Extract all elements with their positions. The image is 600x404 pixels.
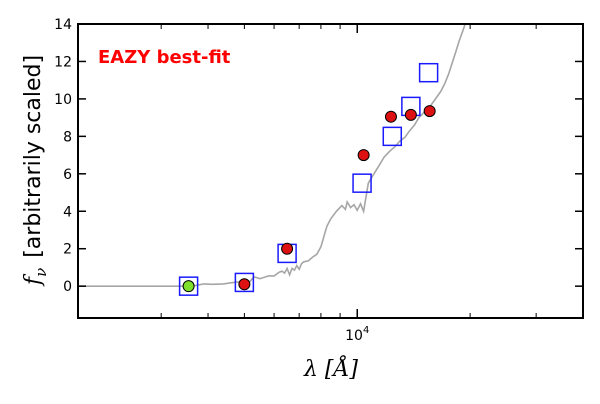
plot-area: [78, 24, 583, 318]
x-tick-label: 104: [345, 325, 369, 344]
axis-ticks: [78, 23, 583, 318]
x-tick-label-base: 10: [345, 328, 363, 344]
model-flux-square: [418, 62, 439, 83]
plot-frame: [77, 23, 584, 319]
observed-flux-point-green: [182, 280, 195, 293]
y-tick-label: 4: [63, 204, 72, 220]
x-tick-label-exponent: 4: [363, 325, 369, 336]
y-axis-label: fν[arbitrarily scaled]: [21, 55, 50, 287]
y-axis-label-subscript: ν: [32, 268, 50, 277]
observed-flux-point: [384, 110, 397, 123]
chart-annotation: EAZY best-fit: [98, 47, 231, 68]
marker-group: [178, 62, 439, 296]
model-flux-square: [178, 276, 199, 296]
y-tick-label: 14: [54, 17, 72, 33]
x-axis-label: λ [Å]: [303, 354, 358, 382]
y-tick-label: 10: [54, 92, 72, 108]
y-tick-label: 8: [63, 129, 72, 145]
observed-flux-point: [404, 108, 417, 121]
observed-flux-point: [357, 149, 370, 162]
observed-flux-point: [281, 242, 294, 255]
y-tick-label: 2: [63, 242, 72, 258]
y-tick-label: 12: [54, 54, 72, 70]
model-flux-square: [234, 272, 255, 293]
model-flux-square: [352, 173, 372, 193]
model-flux-square: [382, 126, 403, 147]
y-tick-label: 6: [63, 167, 72, 183]
y-tick-label: 0: [63, 279, 72, 295]
y-axis-label-text: [arbitrarily scaled]: [21, 55, 46, 258]
observed-flux-point: [423, 105, 436, 118]
observed-flux-point: [238, 278, 251, 291]
